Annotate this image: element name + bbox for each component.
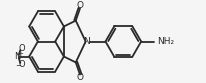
Text: O: O — [77, 73, 84, 82]
Text: O: O — [77, 1, 84, 10]
Text: NH₂: NH₂ — [157, 37, 174, 46]
Text: −: − — [15, 63, 21, 69]
Text: O: O — [18, 44, 25, 53]
Text: N: N — [15, 52, 21, 61]
Text: +: + — [17, 51, 23, 57]
Text: N: N — [82, 37, 89, 46]
Text: O: O — [18, 60, 25, 69]
